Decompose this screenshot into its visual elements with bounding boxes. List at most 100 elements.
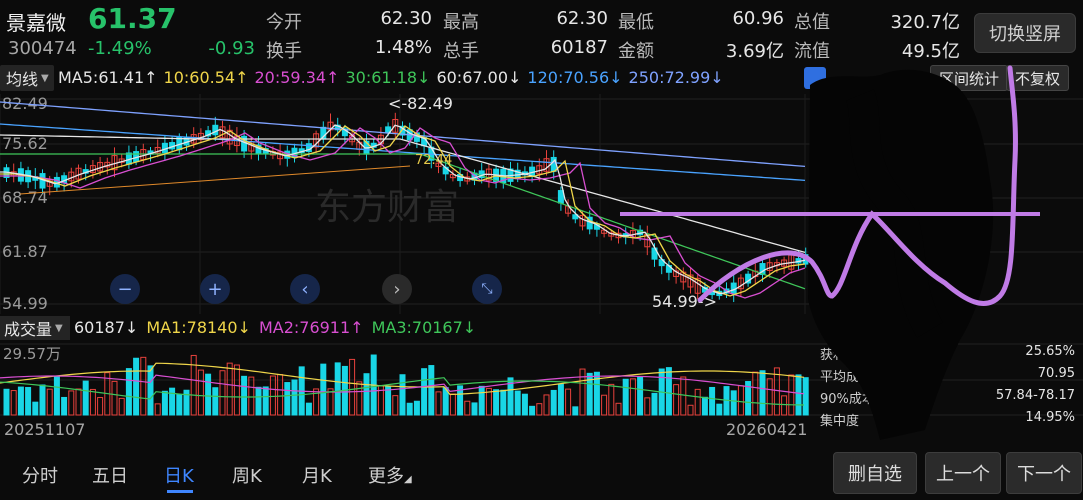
no-adjust-button[interactable]: 不复权 <box>1006 65 1070 91</box>
dropdown-triangle-icon: ▼ <box>55 322 63 334</box>
turnover-value: 1.48% <box>374 37 432 58</box>
ma-line-3 <box>0 153 806 290</box>
stock-price: 61.37 <box>88 2 177 35</box>
date-end: 20260421 <box>726 420 808 439</box>
vol-ma2: MA2:76911↑ <box>258 318 364 337</box>
next-stock-button[interactable]: 下一个 <box>1006 452 1082 494</box>
scroll-right-button[interactable]: › <box>382 274 412 304</box>
amount-value: 3.69亿 <box>725 41 784 62</box>
volume-bar <box>233 364 240 416</box>
volume-indicator-bar: 成交量 ▼ 60187↓ MA1:78140↓ MA2:76911↑ MA3:7… <box>0 315 1083 341</box>
volume-bar <box>392 395 399 416</box>
max-price-marker: <-82.49 <box>388 94 453 113</box>
plus-icon: + <box>207 278 223 300</box>
ma-selector[interactable]: 均线 ▼ <box>0 65 54 91</box>
dropdown-triangle-icon: ▼ <box>41 72 49 84</box>
volume-ma-line <box>0 374 805 395</box>
volume-bar <box>457 385 464 416</box>
volume-ma-line <box>0 362 805 396</box>
nav-more[interactable]: 更多◢ <box>368 462 412 488</box>
nav-five-day[interactable]: 五日 <box>92 466 128 487</box>
volume-bar <box>413 400 420 416</box>
kline-chart[interactable]: 东方财富 82.49 75.62 68.74 61.87 54.99 <-82.… <box>0 94 1083 316</box>
low-value: 60.96 <box>732 8 784 29</box>
stock-name: 景嘉微 <box>6 11 66 35</box>
volume-bar <box>536 403 543 416</box>
ma-line-5 <box>0 125 806 297</box>
chip-stats: 获利 25.65% 平均成本 70.95 90%成本 57.84-78.17 集… <box>820 344 1076 430</box>
volume-bar <box>125 368 132 416</box>
switch-vertical-button[interactable]: 切换竖屏 <box>974 13 1076 53</box>
chip-90-cost-label: 90%成本 <box>820 392 875 407</box>
high-value: 62.30 <box>556 8 608 29</box>
scroll-left-button[interactable]: ‹ <box>290 274 320 304</box>
volume-bar <box>485 387 492 416</box>
zoom-in-button[interactable]: + <box>200 274 230 304</box>
volume-value: 60187 <box>550 37 608 58</box>
volume-bar <box>169 387 176 416</box>
nav-intraday[interactable]: 分时 <box>22 466 58 487</box>
active-tab-indicator <box>167 490 193 493</box>
volume-bar <box>694 388 701 416</box>
minus-icon: − <box>117 278 133 300</box>
volume-selector-label: 成交量 <box>4 320 53 339</box>
volume-bar <box>579 368 586 416</box>
volume-bar <box>629 378 636 416</box>
volume-bar <box>586 372 593 416</box>
volume-bar <box>399 374 406 416</box>
volume-bar <box>435 391 442 416</box>
collapse-icon: ⤡ <box>481 281 493 297</box>
reset-view-button[interactable]: ⤡ <box>472 274 502 304</box>
turnover-label: 换手 <box>266 41 302 62</box>
volume-bar <box>349 358 356 416</box>
open-label: 今开 <box>266 12 302 33</box>
ma-values: MA5:61.41↑ 10:60.54↑ 20:59.34↑ 30:61.18↓… <box>58 68 724 87</box>
chip-concentration-label: 集中度 <box>820 414 860 429</box>
volume-values: 60187↓ MA1:78140↓ MA2:76911↑ MA3:70167↓ <box>74 318 476 337</box>
ma120-value: 120:70.56↓ <box>527 68 623 87</box>
volume-bar <box>161 390 168 416</box>
volume-bar <box>241 375 248 416</box>
volume-bar <box>802 377 809 416</box>
chevron-right-icon: › <box>393 278 401 300</box>
low-label: 最低 <box>618 12 654 33</box>
kline-y-labels: 82.49 75.62 68.74 61.87 54.99 <box>2 94 48 313</box>
volume-bar <box>334 362 341 416</box>
volume-bar <box>687 404 694 416</box>
volume-bar <box>550 389 557 416</box>
volume-bar <box>327 388 334 416</box>
remove-watchlist-button[interactable]: 删自选 <box>833 452 917 494</box>
volume-bar <box>82 380 89 416</box>
volume-bar <box>651 392 658 416</box>
volume-bar <box>363 373 370 416</box>
volume-selector[interactable]: 成交量 ▼ <box>0 316 70 340</box>
zoom-out-button[interactable]: − <box>110 274 140 304</box>
volume-bar <box>118 397 125 416</box>
volume-bar <box>248 376 255 416</box>
volume-bar <box>3 388 10 416</box>
nav-more-label: 更多 <box>368 466 404 487</box>
volume-bar <box>759 370 766 416</box>
nav-weekly-k[interactable]: 周K <box>232 466 262 487</box>
date-start: 20251107 <box>4 420 86 439</box>
chip-avg-cost-value: 70.95 <box>1037 366 1075 381</box>
vol-ma3: MA3:70167↓ <box>371 318 477 337</box>
volume-bar <box>442 387 449 416</box>
volume-bar <box>788 374 795 416</box>
nav-daily-k[interactable]: 日K <box>164 466 194 487</box>
black-scribble-stroke <box>845 89 944 338</box>
volume-bar <box>471 402 478 416</box>
volume-bar <box>291 379 298 416</box>
stock-header: 景嘉微 61.37 300474 -1.49% -0.93 今开 62.30 最… <box>0 0 1083 62</box>
volume-chart[interactable]: 29.57万 <box>0 343 1083 418</box>
open-value: 62.30 <box>380 8 432 29</box>
volume-bar <box>183 389 190 416</box>
ma10-value: 10:60.54↑ <box>163 68 249 87</box>
ma30-value: 30:61.18↓ <box>345 68 431 87</box>
volume-bar <box>25 387 32 416</box>
nav-monthly-k[interactable]: 月K <box>302 466 332 487</box>
amount-label: 金额 <box>618 41 654 62</box>
ma-line-6 <box>0 124 806 295</box>
prev-stock-button[interactable]: 上一个 <box>925 452 1001 494</box>
ma-selector-label: 均线 <box>6 70 39 89</box>
